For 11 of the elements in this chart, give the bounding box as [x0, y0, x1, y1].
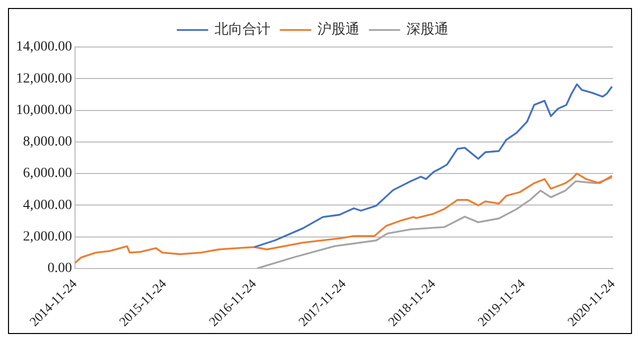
y-tick-label: 12,000.00	[16, 71, 72, 86]
y-tick-label: 14,000.00	[16, 40, 72, 55]
y-tick-label: 2,000.00	[23, 229, 72, 244]
legend-label: 沪股通	[318, 22, 360, 38]
y-tick-label: 0.00	[48, 261, 72, 276]
legend-label: 北向合计	[214, 22, 270, 38]
y-tick-label: 10,000.00	[16, 102, 72, 118]
y-tick-label: 6,000.00	[23, 166, 72, 182]
y-tick-label: 8,000.00	[23, 134, 72, 150]
legend-label: 深股通	[406, 22, 448, 38]
y-tick-label: 4,000.00	[23, 198, 72, 213]
